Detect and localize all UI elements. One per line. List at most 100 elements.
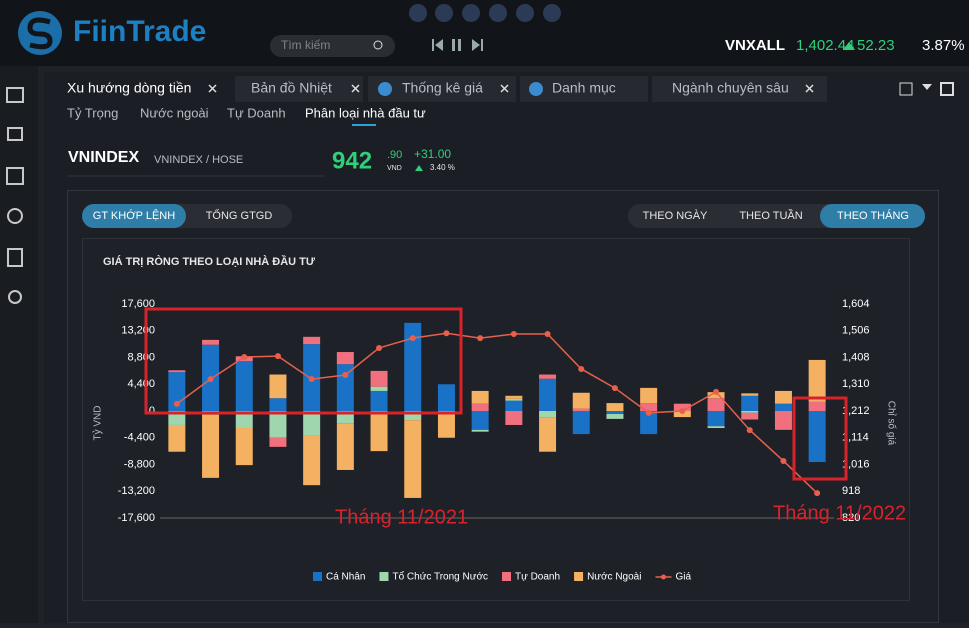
y-tick-label: -8,800 bbox=[124, 458, 155, 470]
bar-segment bbox=[269, 411, 287, 438]
plot: 17,600 13,200 8,800 4,400 0 -4,400 -8,800 -13,2… bbox=[118, 298, 870, 524]
price-point bbox=[308, 376, 315, 383]
button-active[interactable] bbox=[82, 204, 186, 228]
ticker-change: 52.23 bbox=[857, 37, 895, 54]
bar-segment bbox=[404, 420, 422, 498]
bar-segment bbox=[673, 411, 691, 418]
legend-swatch bbox=[660, 574, 666, 580]
price-point bbox=[443, 330, 450, 337]
annotation: Tháng 11/2021 bbox=[335, 506, 468, 528]
index-exchange: VNINDEX / HOSE bbox=[154, 154, 243, 166]
price-point bbox=[274, 353, 281, 360]
price-point bbox=[814, 490, 821, 497]
tab[interactable]: Bản đồ Nhiệt bbox=[251, 80, 332, 96]
price-point bbox=[611, 385, 618, 392]
search-box[interactable] bbox=[270, 35, 395, 57]
bar-segment bbox=[606, 411, 624, 415]
bar-segment bbox=[235, 411, 253, 429]
button[interactable]: THEO TUẦN bbox=[739, 209, 802, 222]
ticker-change-pct: 3.87% bbox=[922, 37, 965, 54]
legend-swatch bbox=[379, 572, 389, 581]
legend-label: Nước Ngoài bbox=[587, 572, 641, 583]
price-point bbox=[376, 344, 383, 351]
index-name: VNINDEX bbox=[68, 149, 139, 166]
index-price-decimal: .90 bbox=[387, 149, 402, 161]
bar-segment bbox=[539, 374, 557, 379]
bar-segment bbox=[572, 392, 590, 409]
subtab[interactable]: Tự Doanh bbox=[227, 105, 286, 120]
bar-segment bbox=[505, 400, 523, 411]
ticker-price: 1,402.44 bbox=[796, 37, 854, 54]
bar-segment bbox=[640, 387, 658, 404]
y-tick-label: 4,400 bbox=[127, 378, 155, 390]
bar-segment bbox=[370, 386, 388, 391]
up-arrow bbox=[843, 42, 855, 50]
highlight-box bbox=[144, 307, 463, 415]
subtab[interactable]: Tỷ Trọng bbox=[67, 105, 118, 120]
bar-segment bbox=[808, 359, 826, 402]
button[interactable]: THEO THÁNG bbox=[837, 209, 909, 222]
price-point bbox=[578, 365, 585, 372]
button[interactable]: TỔNG GTGD bbox=[206, 209, 273, 222]
logo-text: FiinTrade bbox=[73, 15, 206, 48]
sidebar-icons[interactable] bbox=[6, 87, 24, 304]
bar-segment bbox=[640, 411, 658, 435]
bar-segment bbox=[336, 352, 354, 365]
toolbar-icons[interactable] bbox=[409, 4, 561, 22]
bar-segment bbox=[539, 378, 557, 411]
y2-tick-label: 1,310 bbox=[842, 378, 870, 390]
bar-segment bbox=[741, 412, 759, 420]
bar-segment bbox=[202, 339, 220, 345]
price-point bbox=[544, 331, 551, 338]
tab[interactable]: Danh mục bbox=[552, 80, 616, 96]
y-tick-label: -13,200 bbox=[118, 485, 155, 497]
bar-segment bbox=[640, 403, 658, 411]
y-tick-label: 17,600 bbox=[121, 298, 155, 310]
bar-segment bbox=[741, 411, 759, 413]
bar-segment bbox=[336, 364, 354, 411]
button[interactable]: THEO NGÀY bbox=[643, 209, 708, 222]
y2-tick-label: 1,212 bbox=[842, 405, 870, 417]
tab[interactable]: Thống kê giá bbox=[402, 80, 483, 96]
y2-axis-label: Chỉ số giá bbox=[885, 401, 897, 446]
search-icon bbox=[373, 40, 383, 50]
subtab-underline bbox=[352, 124, 376, 126]
button-active[interactable] bbox=[820, 204, 925, 228]
bar-segment bbox=[707, 392, 725, 399]
bar-segment bbox=[673, 403, 691, 411]
bar-segment bbox=[505, 398, 523, 401]
bar-segment bbox=[303, 336, 321, 345]
bar-segment bbox=[235, 428, 253, 466]
y2-tick-label: 1,016 bbox=[842, 458, 870, 470]
price-line bbox=[176, 332, 818, 494]
y-tick-label: 0 bbox=[149, 405, 155, 417]
player-controls[interactable] bbox=[432, 39, 483, 51]
bar-segment bbox=[808, 401, 826, 411]
tab[interactable]: Xu hướng dòng tiền bbox=[67, 80, 191, 96]
up-arrow bbox=[415, 165, 423, 171]
y2-tick-label: 1,408 bbox=[842, 351, 870, 363]
index-change-pct: 3.40 % bbox=[430, 163, 455, 172]
sidebar bbox=[0, 66, 38, 623]
price-point bbox=[173, 400, 180, 407]
price-point bbox=[342, 371, 349, 378]
bar-segment bbox=[539, 417, 557, 452]
subtab[interactable]: Nước ngoài bbox=[140, 105, 209, 120]
bar-segment bbox=[404, 322, 422, 411]
bar-segment bbox=[269, 374, 287, 399]
top-bar bbox=[0, 0, 969, 66]
price-point bbox=[780, 457, 787, 464]
bar-segment bbox=[168, 424, 186, 452]
bar-segment bbox=[741, 393, 759, 396]
legend-label: Tự Doanh bbox=[515, 572, 560, 583]
legend: Cá Nhân Tổ Chức Trong Nước Tự Doanh Nước Ng… bbox=[313, 571, 691, 583]
bar-segment bbox=[707, 398, 725, 411]
tab[interactable]: Ngành chuyên sâu bbox=[672, 80, 789, 96]
bar-segment bbox=[572, 411, 590, 435]
subtab[interactable]: Phân loại nhà đầu tư bbox=[305, 105, 426, 120]
bar-segment bbox=[505, 395, 523, 399]
button[interactable]: GT KHỚP LỆNH bbox=[93, 209, 175, 222]
legend-swatch bbox=[502, 572, 511, 581]
legend-swatch bbox=[574, 572, 584, 581]
search-placeholder: Tìm kiếm bbox=[281, 38, 330, 52]
